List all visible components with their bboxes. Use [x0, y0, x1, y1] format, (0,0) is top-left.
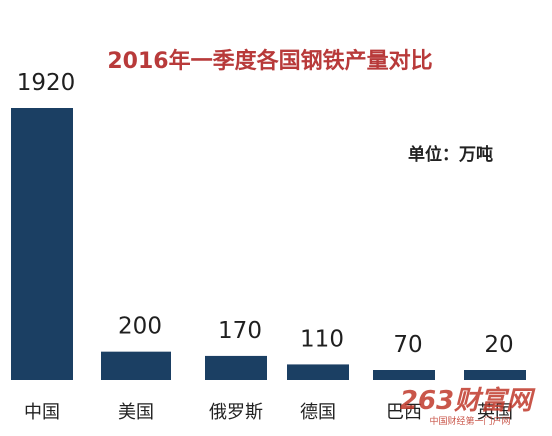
value-label-4: 70: [393, 332, 422, 358]
watermark-logo-text: 263财富网: [400, 386, 536, 416]
watermark-slogan: 中国财经第一门户网: [429, 415, 510, 427]
category-label-0: 中国: [24, 402, 60, 423]
bars-group: [11, 108, 526, 380]
bar-2: [205, 355, 267, 380]
category-labels-group: 中国 美国 俄罗斯 德国 巴西 英国: [24, 402, 513, 423]
value-label-0: 1920: [17, 70, 76, 96]
bar-0: [11, 108, 73, 380]
bar-3: [287, 364, 349, 380]
category-label-2: 俄罗斯: [209, 402, 263, 423]
value-labels-group: 1920 200 170 110 70 20: [17, 70, 514, 358]
category-label-1: 美国: [118, 402, 154, 423]
unit-label: 单位：万吨: [408, 144, 493, 165]
category-label-3: 德国: [300, 402, 336, 423]
category-label-4: 巴西: [386, 402, 422, 423]
category-label-5: 英国: [477, 402, 513, 423]
value-label-2: 170: [218, 318, 262, 344]
value-label-3: 110: [300, 326, 344, 352]
watermark: 263财富网 中国财经第一门户网: [400, 386, 536, 427]
chart-title: 2016年一季度各国钢铁产量对比: [107, 48, 432, 74]
bar-1: [101, 351, 171, 380]
bar-5: [464, 370, 526, 380]
value-label-5: 20: [484, 332, 513, 358]
bar-4: [373, 370, 435, 380]
value-label-1: 200: [118, 314, 162, 340]
